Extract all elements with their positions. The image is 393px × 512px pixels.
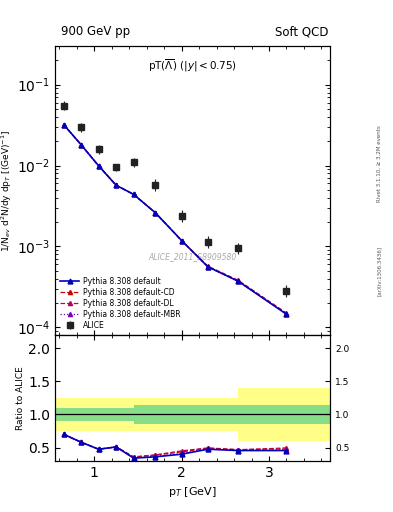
Pythia 8.308 default-DL — [96, 163, 101, 169]
Pythia 8.308 default — [153, 210, 158, 216]
Pythia 8.308 default-DL — [284, 310, 289, 316]
Line: Pythia 8.308 default-DL: Pythia 8.308 default-DL — [62, 122, 288, 315]
Pythia 8.308 default-CD — [236, 278, 241, 284]
Pythia 8.308 default-DL — [236, 278, 241, 284]
Pythia 8.308 default-DL — [153, 210, 158, 216]
Pythia 8.308 default-CD — [61, 122, 66, 128]
Pythia 8.308 default — [131, 191, 136, 198]
Text: Soft QCD: Soft QCD — [275, 26, 328, 38]
Pythia 8.308 default-CD — [114, 182, 119, 188]
Pythia 8.308 default-DL — [61, 122, 66, 128]
Pythia 8.308 default — [179, 238, 184, 244]
Text: ALICE_2011_S8909580: ALICE_2011_S8909580 — [149, 252, 237, 262]
Pythia 8.308 default-CD — [206, 264, 210, 270]
Pythia 8.308 default-DL — [131, 191, 136, 198]
Text: 900 GeV pp: 900 GeV pp — [61, 26, 130, 38]
Pythia 8.308 default-MBR — [79, 142, 84, 148]
Y-axis label: Ratio to ALICE: Ratio to ALICE — [17, 366, 26, 430]
Y-axis label: 1/N$_{ev}$ d$^2$N/dy dp$_T$ [(GeV)$^{-1}$]: 1/N$_{ev}$ d$^2$N/dy dp$_T$ [(GeV)$^{-1}… — [0, 130, 14, 251]
Text: [arXiv:1306.3436]: [arXiv:1306.3436] — [377, 246, 382, 296]
Pythia 8.308 default — [284, 311, 289, 317]
Pythia 8.308 default-CD — [179, 238, 184, 244]
Pythia 8.308 default — [206, 264, 210, 270]
Pythia 8.308 default-MBR — [131, 191, 136, 198]
Pythia 8.308 default-MBR — [153, 210, 158, 216]
Legend: Pythia 8.308 default, Pythia 8.308 default-CD, Pythia 8.308 default-DL, Pythia 8: Pythia 8.308 default, Pythia 8.308 defau… — [59, 275, 182, 331]
Pythia 8.308 default-MBR — [61, 122, 66, 128]
Pythia 8.308 default — [114, 182, 119, 188]
Pythia 8.308 default-DL — [79, 142, 84, 148]
Pythia 8.308 default-MBR — [284, 311, 289, 317]
Pythia 8.308 default-CD — [153, 210, 158, 216]
Pythia 8.308 default-MBR — [206, 264, 210, 270]
Pythia 8.308 default-MBR — [96, 163, 101, 169]
Line: Pythia 8.308 default-CD: Pythia 8.308 default-CD — [62, 122, 288, 315]
Pythia 8.308 default-CD — [284, 310, 289, 316]
Pythia 8.308 default — [96, 163, 101, 169]
Pythia 8.308 default — [61, 122, 66, 128]
Pythia 8.308 default-DL — [206, 263, 210, 269]
Line: Pythia 8.308 default-MBR: Pythia 8.308 default-MBR — [62, 122, 288, 316]
X-axis label: p$_T$ [GeV]: p$_T$ [GeV] — [168, 485, 217, 499]
Pythia 8.308 default-CD — [131, 191, 136, 198]
Pythia 8.308 default — [79, 142, 84, 148]
Pythia 8.308 default-MBR — [236, 278, 241, 284]
Text: Rivet 3.1.10, ≥ 3.2M events: Rivet 3.1.10, ≥ 3.2M events — [377, 125, 382, 202]
Line: Pythia 8.308 default: Pythia 8.308 default — [61, 122, 289, 316]
Pythia 8.308 default-CD — [96, 163, 101, 169]
Pythia 8.308 default-CD — [79, 142, 84, 148]
Pythia 8.308 default — [236, 278, 241, 284]
Pythia 8.308 default-MBR — [114, 182, 119, 188]
Pythia 8.308 default-DL — [114, 182, 119, 188]
Pythia 8.308 default-DL — [179, 238, 184, 244]
Text: $\mathrm{pT(\overline{\Lambda})}\ (|y| < 0.75)$: $\mathrm{pT(\overline{\Lambda})}\ (|y| <… — [148, 58, 237, 74]
Pythia 8.308 default-MBR — [179, 238, 184, 244]
